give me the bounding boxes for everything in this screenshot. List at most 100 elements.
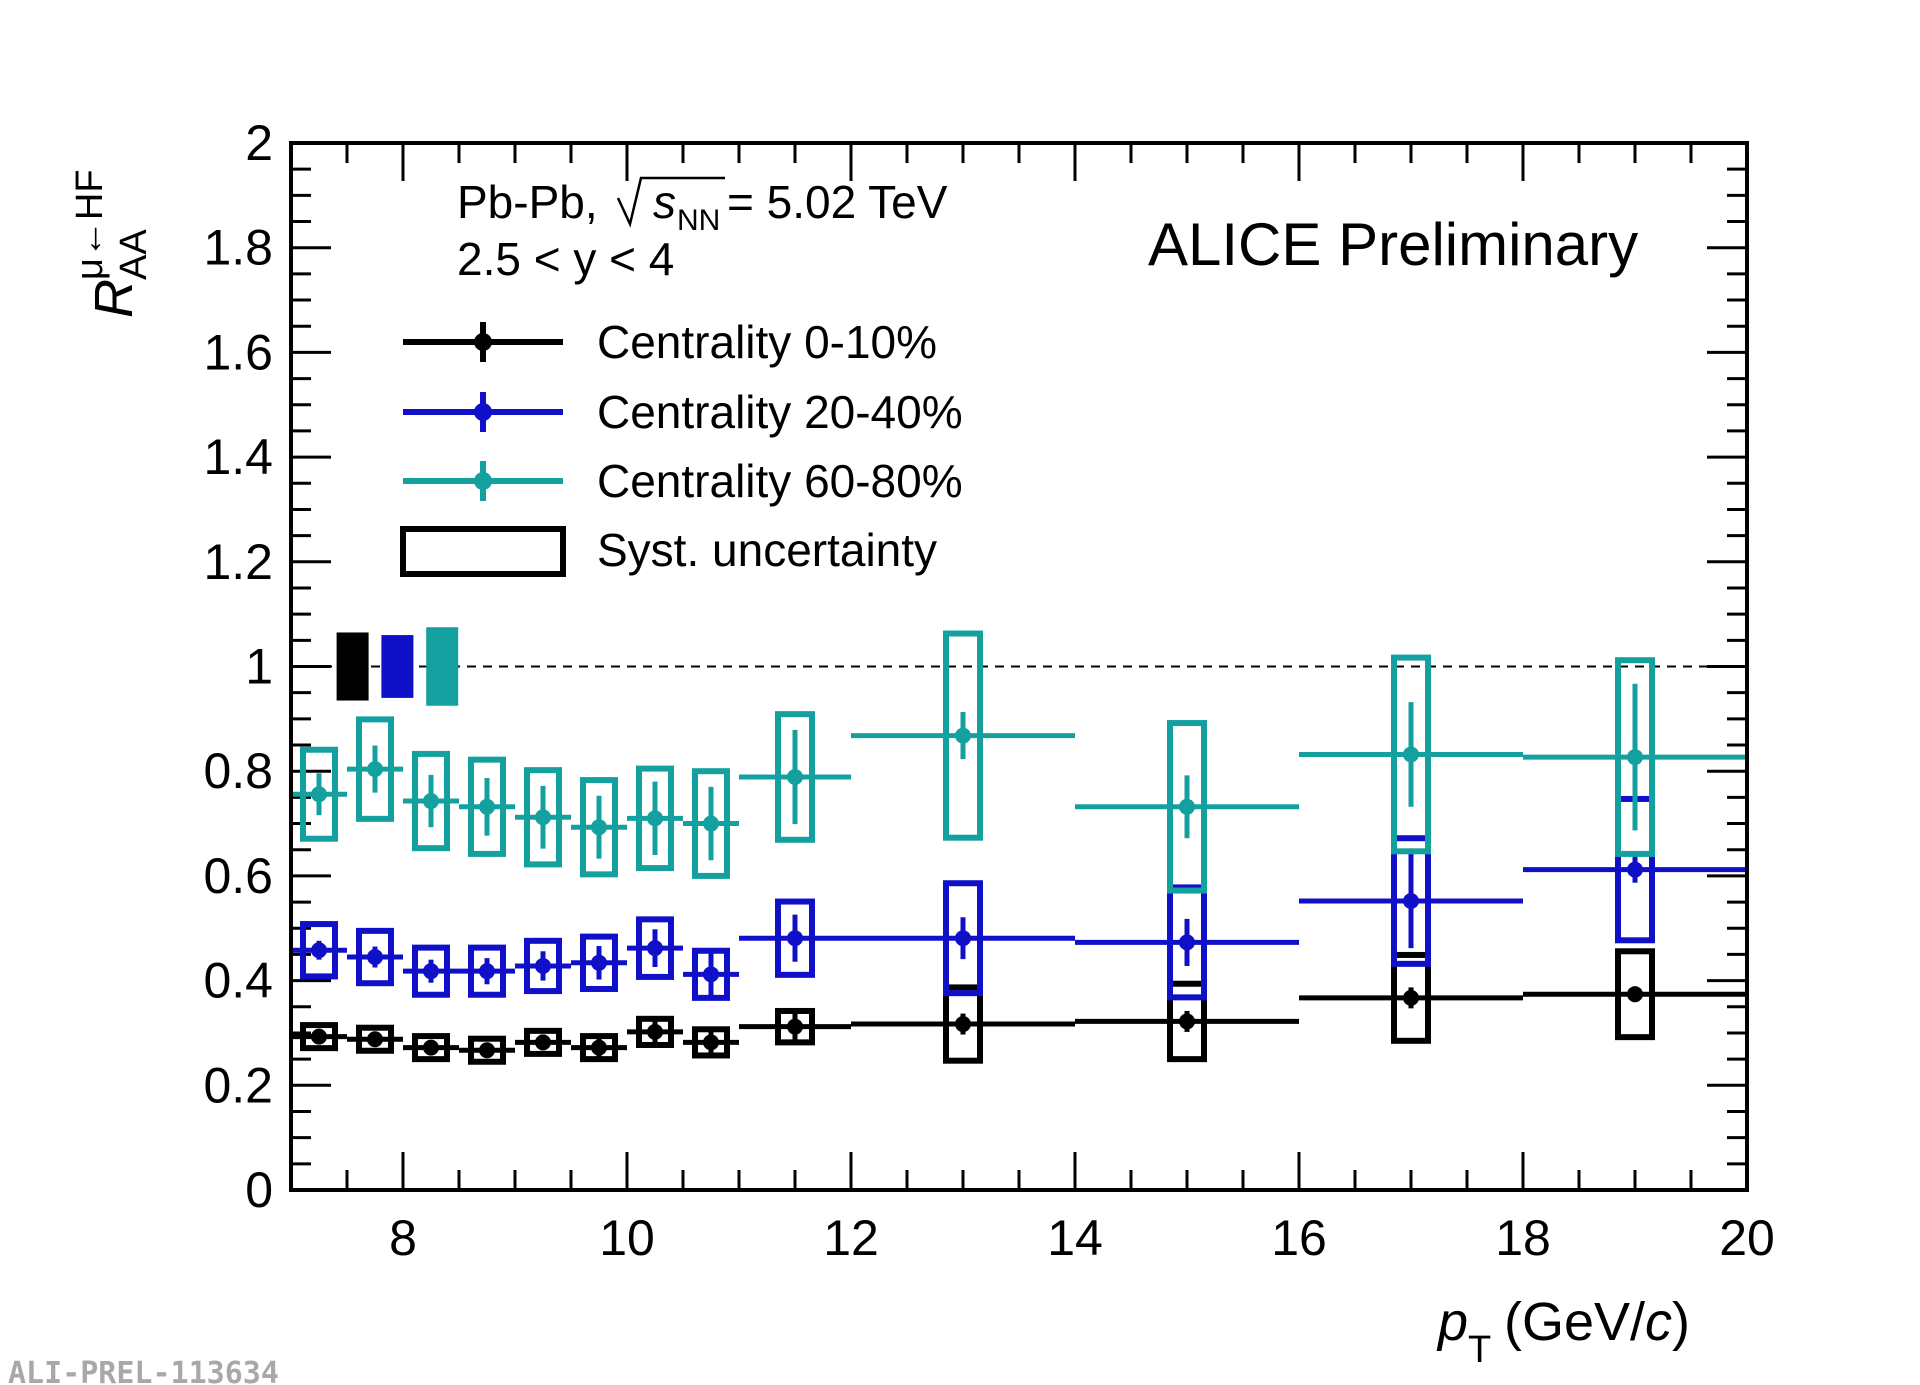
data-point [703,1034,719,1051]
x-tick-label: 12 [823,1210,879,1266]
data-point [787,768,803,785]
y-tick-label: 0.6 [203,848,273,904]
x-axis-title-sub: T [1468,1329,1491,1371]
x-tick-label: 14 [1047,1210,1103,1266]
legend-syst-box [400,526,566,577]
data-point [423,793,439,810]
normalization-boxes [336,627,459,706]
data-point [479,963,495,980]
data-point [311,942,327,959]
rapidity-label: 2.5 < y < 4 [457,233,674,285]
sqrt-symbol [616,176,725,228]
data-point [787,930,803,947]
data-point [479,798,495,815]
legend-marker-20-40 [474,403,492,421]
series-1 [291,795,1747,1001]
data-point [955,930,971,947]
y-tick-label: 1.6 [203,324,273,380]
data-series [291,630,1747,1065]
x-axis-unit-open: (GeV/ [1504,1292,1645,1352]
data-point [367,1031,383,1048]
legend: Centrality 0-10% Centrality 20-40% Centr… [400,316,963,577]
data-point [535,809,551,826]
x-axis-unit-close: ) [1672,1292,1690,1352]
y-axis-title-sup: μ←HF [69,169,111,280]
data-point [479,1042,495,1059]
x-axis-title: p T (GeV/c) [1436,1292,1690,1371]
data-point [787,1018,803,1035]
series-2 [291,630,1747,894]
data-point [647,1023,663,1040]
data-point [311,786,327,803]
plot-frame [289,141,1749,1192]
data-point [1627,861,1643,878]
legend-entry-syst: Syst. uncertainty [400,524,937,577]
watermark: ALI-PREL-113634 [8,1356,279,1385]
normalization-box [426,627,459,706]
y-tick-label: 1 [245,639,273,695]
data-point [955,727,971,744]
data-point [1403,893,1419,910]
legend-marker-0-10 [474,333,492,351]
data-point [703,966,719,983]
preliminary-label: ALICE Preliminary [1148,211,1638,278]
data-point [1627,749,1643,766]
legend-entry-20-40: Centrality 20-40% [403,386,963,438]
data-point [1627,986,1643,1003]
data-point [311,1028,327,1045]
data-point [647,810,663,827]
data-point [647,940,663,957]
legend-label-0-10: Centrality 0-10% [597,316,937,368]
y-tick-label: 0.4 [203,953,273,1009]
energy-value: = 5.02 TeV [727,176,948,228]
x-axis-unit-var: c [1645,1292,1672,1352]
data-point [591,1039,607,1056]
data-point [1403,746,1419,763]
normalization-box [381,635,414,698]
legend-entry-0-10: Centrality 0-10% [403,316,937,368]
legend-label-syst: Syst. uncertainty [597,524,937,576]
x-axis-title-main: p [1436,1292,1468,1352]
data-point [1179,934,1195,951]
energy-variable: s [653,176,676,228]
data-point [1179,1013,1195,1030]
collision-annotation: Pb-Pb, s NN = 5.02 TeV 2.5 < y < 4 ALICE… [457,176,1638,285]
data-point [535,957,551,974]
y-tick-label: 0.8 [203,743,273,799]
data-point [423,1039,439,1056]
y-tick-label: 1.2 [203,534,273,590]
energy-subscript: NN [677,204,720,237]
legend-label-20-40: Centrality 20-40% [597,386,963,438]
series-0 [291,948,1747,1065]
legend-label-60-80: Centrality 60-80% [597,455,963,507]
data-point [423,963,439,980]
data-point [591,819,607,836]
data-point [535,1034,551,1051]
legend-entry-60-80: Centrality 60-80% [403,455,963,507]
y-tick-label: 2 [245,115,273,171]
data-point [367,761,383,778]
data-point [1403,989,1419,1006]
tick-labels: 8 10 12 14 16 18 20 0 0.2 0.4 0.6 0.8 1 1.2 1.4 1.6 1.8 2 [203,115,1774,1266]
data-point [591,954,607,971]
x-tick-label: 8 [389,1210,417,1266]
legend-marker-60-80 [474,472,492,490]
y-tick-label: 0 [245,1162,273,1218]
x-tick-label: 18 [1495,1210,1551,1266]
data-point [703,815,719,832]
x-tick-label: 16 [1271,1210,1327,1266]
x-axis-title-unit: (GeV/c) [1504,1292,1690,1352]
data-point [1179,798,1195,815]
y-axis-title-main: R [84,279,144,318]
normalization-box [336,632,369,701]
y-tick-label: 1.8 [203,220,273,276]
x-tick-label: 20 [1719,1210,1775,1266]
x-tick-label: 10 [599,1210,655,1266]
y-tick-label: 1.4 [203,429,273,485]
data-point [955,1016,971,1033]
y-tick-label: 0.2 [203,1057,273,1113]
system-label: Pb-Pb, [457,176,598,228]
data-point [367,949,383,966]
y-axis-title: R AA μ←HF [69,169,155,318]
